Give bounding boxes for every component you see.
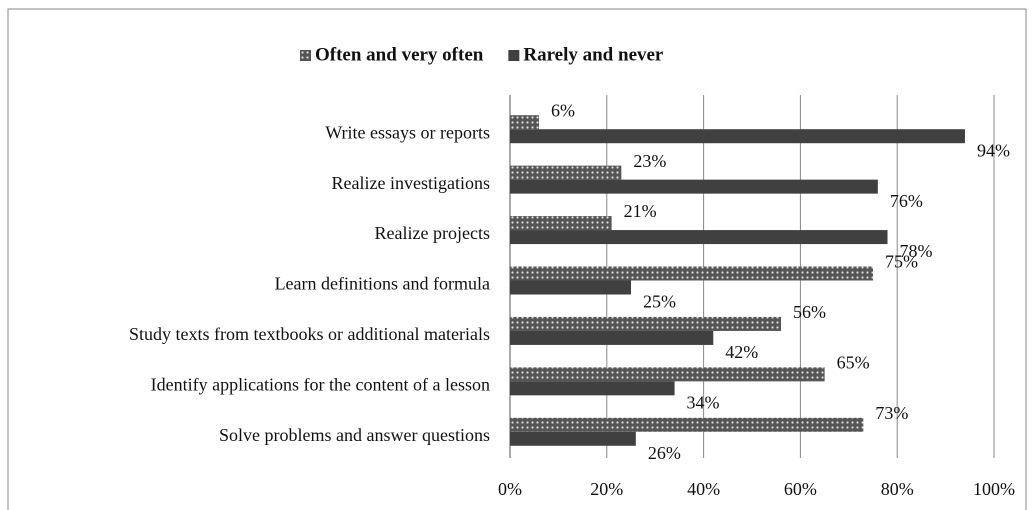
y-tick-label: Realize investigations	[332, 173, 490, 193]
bar	[510, 431, 636, 446]
x-tick-label: 80%	[881, 479, 914, 499]
y-tick-label: Study texts from textbooks or additional…	[129, 324, 490, 344]
data-label: 75%	[885, 252, 918, 272]
legend-label: Often and very often	[315, 44, 484, 65]
y-tick-label: Solve problems and answer questions	[219, 425, 490, 445]
data-label: 76%	[890, 191, 923, 211]
data-label: 6%	[551, 100, 575, 120]
x-tick-label: 20%	[590, 479, 623, 499]
bar	[510, 381, 675, 396]
y-tick-label: Identify applications for the content of…	[151, 374, 490, 394]
data-label: 78%	[900, 241, 933, 261]
data-label: 56%	[793, 302, 826, 322]
data-label: 21%	[624, 201, 657, 221]
bar	[510, 165, 622, 180]
x-tick-label: 40%	[687, 479, 720, 499]
y-tick-label: Write essays or reports	[325, 122, 490, 142]
data-label: 73%	[875, 403, 908, 423]
data-label: 23%	[633, 151, 666, 171]
data-label: 25%	[643, 292, 676, 312]
legend-marker	[508, 50, 520, 61]
bar	[510, 115, 540, 130]
x-tick-label: 0%	[498, 479, 522, 499]
bar	[510, 266, 873, 281]
bar	[510, 230, 888, 245]
bar	[510, 330, 714, 345]
data-label: 26%	[648, 443, 681, 463]
bar	[510, 417, 864, 432]
data-label: 34%	[687, 392, 720, 412]
y-tick-label: Realize projects	[375, 223, 490, 243]
x-tick-label: 60%	[784, 479, 817, 499]
bar	[510, 316, 782, 331]
y-tick-label: Learn definitions and formula	[275, 274, 490, 294]
bar	[510, 179, 878, 194]
data-label: 42%	[725, 342, 758, 362]
data-label: 94%	[977, 140, 1010, 160]
bar	[510, 129, 965, 144]
bar	[510, 216, 612, 231]
chart-border	[7, 8, 1027, 510]
data-label: 65%	[837, 352, 870, 372]
bar	[510, 367, 825, 382]
legend-marker	[300, 50, 311, 61]
legend-label: Rarely and never	[523, 44, 664, 65]
bar	[510, 280, 631, 295]
x-tick-label: 100%	[973, 479, 1015, 499]
